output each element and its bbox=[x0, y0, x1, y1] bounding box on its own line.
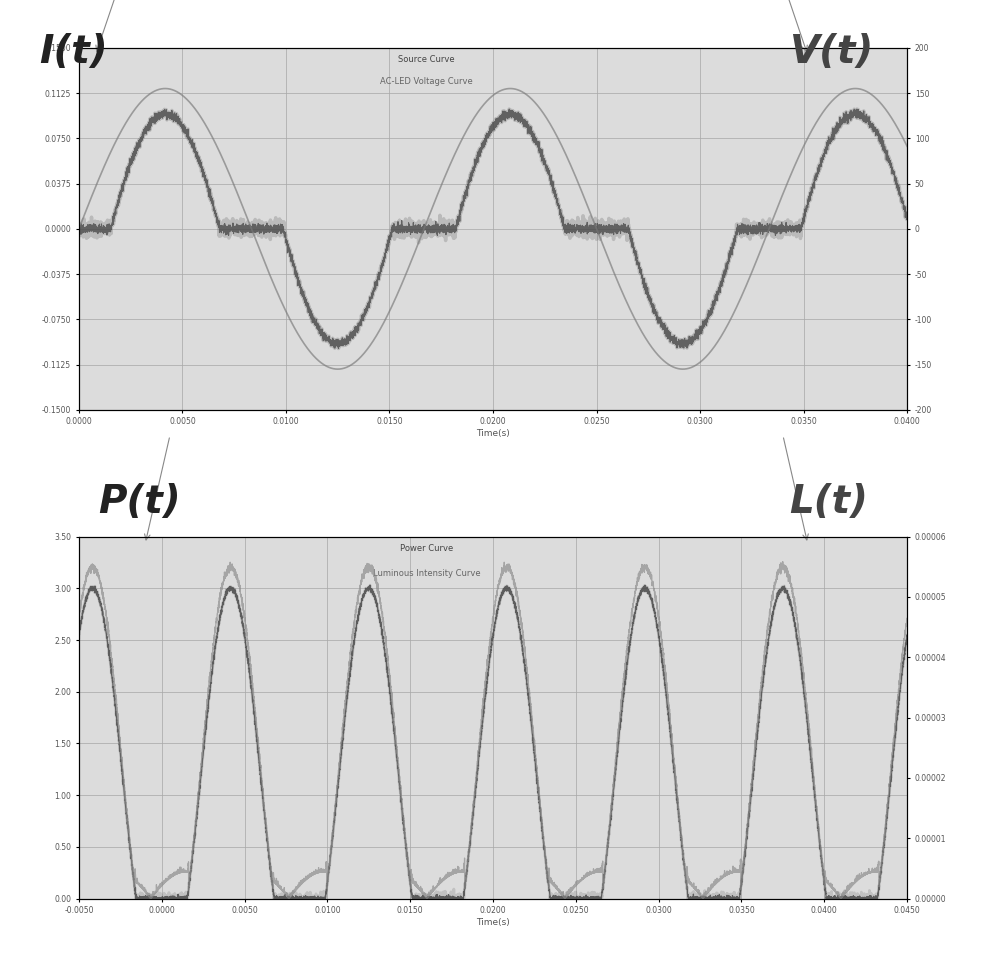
X-axis label: Time(s): Time(s) bbox=[476, 429, 510, 438]
X-axis label: Time(s): Time(s) bbox=[476, 918, 510, 927]
Text: Power Curve: Power Curve bbox=[400, 544, 454, 553]
Text: Source Curve: Source Curve bbox=[398, 55, 456, 64]
Text: L(t): L(t) bbox=[789, 483, 868, 521]
Text: AC-LED Voltage Curve: AC-LED Voltage Curve bbox=[381, 76, 473, 86]
Text: Luminous Intensity Curve: Luminous Intensity Curve bbox=[373, 569, 480, 578]
Text: I(t): I(t) bbox=[39, 33, 108, 72]
Text: P(t): P(t) bbox=[99, 483, 181, 521]
Text: V(t): V(t) bbox=[789, 33, 873, 72]
